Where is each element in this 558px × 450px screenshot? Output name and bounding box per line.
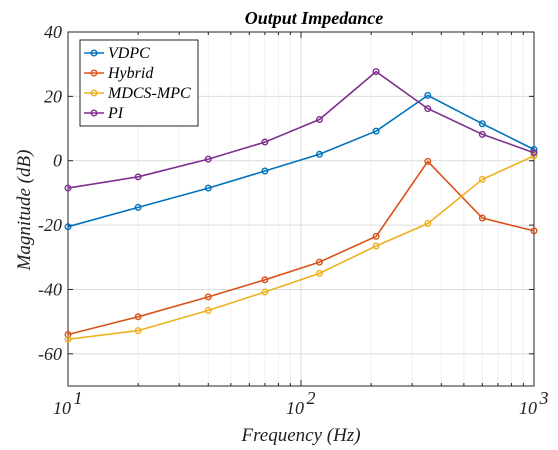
data-point-hybrid <box>261 276 269 284</box>
data-point-vdpc <box>372 127 380 135</box>
data-point-hybrid <box>315 258 323 266</box>
series-line-pi <box>67 70 535 189</box>
data-point-hybrid <box>424 157 432 165</box>
data-point-pi <box>478 130 486 138</box>
y-tick-label: 20 <box>44 86 62 106</box>
data-point-mdcs-mpc <box>204 306 212 314</box>
data-point-pi <box>134 173 142 181</box>
data-point-mdcs-mpc <box>530 152 538 160</box>
data-point-mdcs-mpc <box>372 242 380 250</box>
series-line-hybrid <box>67 160 535 336</box>
data-point-vdpc <box>64 223 72 231</box>
data-point-pi <box>424 105 432 113</box>
data-point-mdcs-mpc <box>315 269 323 277</box>
data-point-vdpc <box>315 150 323 158</box>
legend-marker-mdcs-mpc <box>90 89 98 97</box>
x-tick-label: 10 <box>519 398 537 418</box>
legend-label-pi: PI <box>107 105 124 122</box>
legend-marker-pi <box>90 109 98 117</box>
x-axis-label: Frequency (Hz) <box>240 425 360 446</box>
data-point-pi <box>261 138 269 146</box>
series-line-mdcs-mpc <box>67 155 535 341</box>
data-point-pi <box>64 184 72 192</box>
legend-label-hybrid: Hybrid <box>107 65 154 82</box>
data-point-vdpc <box>478 120 486 128</box>
data-point-pi <box>372 68 380 76</box>
legend-box <box>79 39 199 127</box>
y-tick-label: 0 <box>53 151 62 171</box>
y-tick-label: 40 <box>44 22 62 42</box>
data-point-hybrid <box>530 227 538 235</box>
y-tick-label: -20 <box>38 215 62 235</box>
legend-marker-vdpc <box>90 49 98 57</box>
series-line-vdpc <box>67 94 535 228</box>
x-tick-label: 10 <box>53 398 71 418</box>
x-tick-exponent: 3 <box>539 388 549 408</box>
legend-label-mdcs-mpc: MDCS-MPC <box>107 85 191 102</box>
data-point-mdcs-mpc <box>134 327 142 335</box>
data-point-vdpc <box>134 203 142 211</box>
data-point-mdcs-mpc <box>478 175 486 183</box>
legend-marker-hybrid <box>90 69 98 77</box>
chart-title: Output Impedance <box>245 8 384 28</box>
data-point-mdcs-mpc <box>424 219 432 227</box>
series-group <box>64 68 538 343</box>
legend: VDPC Hybrid MDCS-MPC PI <box>79 39 199 127</box>
data-point-vdpc <box>204 184 212 192</box>
x-tick-exponent: 1 <box>74 388 83 408</box>
data-point-mdcs-mpc <box>261 288 269 296</box>
data-point-hybrid <box>372 232 380 240</box>
data-point-vdpc <box>424 91 432 99</box>
data-point-vdpc <box>261 167 269 175</box>
y-tick-label: -60 <box>38 344 62 364</box>
legend-label-vdpc: VDPC <box>108 45 150 62</box>
data-point-hybrid <box>64 331 72 339</box>
data-point-hybrid <box>204 293 212 301</box>
data-point-hybrid <box>478 214 486 222</box>
data-point-pi <box>315 116 323 124</box>
data-point-mdcs-mpc <box>64 335 72 343</box>
y-tick-label: -40 <box>38 279 62 299</box>
x-tick-exponent: 2 <box>307 388 316 408</box>
data-point-hybrid <box>134 313 142 321</box>
y-axis-label: Magnitude (dB) <box>14 150 35 272</box>
data-point-pi <box>530 149 538 157</box>
x-tick-label: 10 <box>286 398 304 418</box>
data-point-pi <box>204 155 212 163</box>
